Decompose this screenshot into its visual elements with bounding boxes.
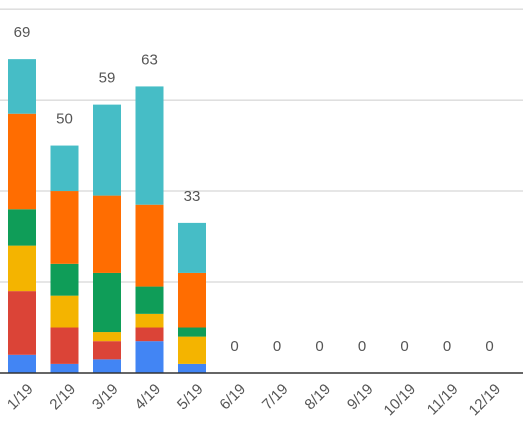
x-tick-label: 10/19 <box>381 381 420 420</box>
bar-segment <box>93 272 121 333</box>
x-tick-label: 11/19 <box>424 381 462 419</box>
total-label: 0 <box>485 338 493 355</box>
total-label: 50 <box>56 111 73 128</box>
bar-segment <box>50 295 79 328</box>
bar-segment <box>93 332 121 342</box>
bar-segment <box>135 204 164 287</box>
bar-segment <box>135 313 164 328</box>
bar-segment <box>50 363 79 373</box>
x-tick-label: 4/19 <box>131 381 164 414</box>
bar-segment <box>135 86 164 205</box>
bar-segment <box>8 59 36 114</box>
bar-segment <box>93 104 121 196</box>
bar-segment <box>50 263 79 296</box>
bar-segment <box>178 327 206 337</box>
bar-segment <box>50 327 79 364</box>
total-label: 69 <box>14 24 31 41</box>
bar-segment <box>50 191 79 264</box>
total-label: 0 <box>315 338 323 355</box>
x-tick-label: 1/19 <box>4 381 37 414</box>
bar-segment <box>178 222 206 273</box>
x-tick-label: 8/19 <box>301 381 334 414</box>
x-tick-label: 9/19 <box>344 381 377 414</box>
x-tick-label: 5/19 <box>174 381 207 414</box>
bar-segment <box>178 272 206 328</box>
total-label: 0 <box>273 338 281 355</box>
bar-segment <box>178 363 206 373</box>
bar-segment <box>93 359 121 373</box>
bar-segment <box>8 209 36 246</box>
bar-segment <box>93 195 121 273</box>
x-tick-label: 3/19 <box>89 381 122 414</box>
bar-segment <box>135 327 164 342</box>
bar-segment <box>8 291 36 355</box>
x-tick-label: 6/19 <box>216 381 249 414</box>
total-label: 33 <box>184 188 201 205</box>
bar-segment <box>135 341 164 373</box>
bar-segment <box>8 354 36 373</box>
total-label: 63 <box>141 51 158 68</box>
bar-segment <box>8 113 36 210</box>
bar-segment <box>135 286 164 314</box>
total-label: 0 <box>400 338 408 355</box>
x-tick-label: 7/19 <box>259 381 292 414</box>
x-tick-label: 2/19 <box>46 381 79 414</box>
total-label: 0 <box>358 338 366 355</box>
total-label: 59 <box>99 70 116 87</box>
total-label: 0 <box>230 338 238 355</box>
bar-segment <box>50 145 79 192</box>
x-tick-label: 12/19 <box>466 381 505 420</box>
bar-segment <box>93 341 121 360</box>
bar-segment <box>178 336 206 364</box>
total-label: 0 <box>443 338 451 355</box>
bar-segment <box>8 245 36 292</box>
